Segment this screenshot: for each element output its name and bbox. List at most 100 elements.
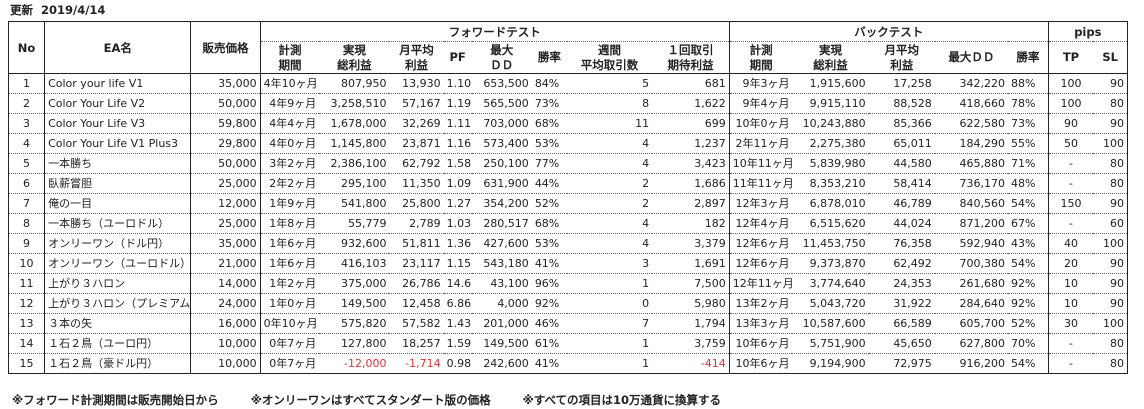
table-cell: 12,000 xyxy=(190,193,261,214)
table-cell: 1.15 xyxy=(443,253,472,274)
table-cell: 25,000 xyxy=(190,213,261,234)
table-cell: 4 xyxy=(8,133,45,154)
table-cell: 32,269 xyxy=(389,113,444,134)
table-cell: 3,759 xyxy=(652,333,730,354)
table-cell: - xyxy=(1047,213,1094,234)
table-cell: 43,100 xyxy=(471,273,532,294)
table-cell: 565,500 xyxy=(471,93,532,114)
table-cell: 1.36 xyxy=(443,233,472,254)
table-cell: 84% xyxy=(531,73,567,94)
table-cell: 12年6ヶ月 xyxy=(728,233,793,254)
table-cell: 1.58 xyxy=(443,153,472,174)
table-cell: 9 xyxy=(8,233,45,254)
table-cell: ３本の矢 xyxy=(44,313,191,334)
table-cell: 54% xyxy=(1008,253,1049,274)
table-cell: 5,043,720 xyxy=(792,293,869,314)
table-row: 15 １石２鳥（豪ドル円） 10,000 0年7ヶ月 -12,000 -1,714 0.98… xyxy=(8,353,1128,374)
table-cell: 699 xyxy=(652,113,730,134)
table-cell: オンリーワン（ドル円） xyxy=(44,233,191,254)
table-cell: 80 xyxy=(1093,153,1128,174)
table-cell: １石２鳥（豪ドル円） xyxy=(44,353,191,374)
update-label: 更新 xyxy=(10,3,33,17)
table-cell: 臥薪嘗胆 xyxy=(44,173,191,194)
header-back-col: 最大ＤＤ xyxy=(934,41,1008,74)
table-cell: 6,515,620 xyxy=(792,213,869,234)
table-cell: 9年4ヶ月 xyxy=(728,93,793,114)
table-cell: 631,900 xyxy=(471,173,532,194)
table-cell: 80 xyxy=(1093,173,1128,194)
table-cell: 295,100 xyxy=(319,173,390,194)
table-cell: 10 xyxy=(1047,273,1094,294)
table-cell: 11 xyxy=(566,113,653,134)
table-cell: 23,871 xyxy=(389,133,444,154)
table-cell: 26,786 xyxy=(389,273,444,294)
table-cell: 一本勝ち（ユーロドル） xyxy=(44,213,191,234)
table-cell: 13年3ヶ月 xyxy=(728,313,793,334)
table-cell: 41% xyxy=(531,353,567,374)
table-cell: 2,386,100 xyxy=(319,153,390,174)
table-cell: 3 xyxy=(8,113,45,134)
table-cell: 上がり３ハロン xyxy=(44,273,191,294)
table-cell: 50,000 xyxy=(190,93,261,114)
table-cell: 4 xyxy=(566,213,653,234)
table-cell: 23,117 xyxy=(389,253,444,274)
table-cell: 61% xyxy=(531,333,567,354)
table-cell: 8 xyxy=(566,93,653,114)
table-cell: 14.6 xyxy=(443,273,472,294)
table-cell: 375,000 xyxy=(319,273,390,294)
table-row: 14 １石２鳥（ユーロ円） 10,000 0年7ヶ月 127,800 18,257 1.59… xyxy=(8,333,1128,354)
table-cell: 541,800 xyxy=(319,193,390,214)
table-cell: 1 xyxy=(566,273,653,294)
table-cell: 9年3ヶ月 xyxy=(728,73,793,94)
table-cell: 8,353,210 xyxy=(792,173,869,194)
table-cell: 50 xyxy=(1047,133,1094,154)
table-cell: 2 xyxy=(8,93,45,114)
table-cell: 40 xyxy=(1047,233,1094,254)
table-cell: 51,811 xyxy=(389,233,444,254)
table-cell: 4 xyxy=(566,233,653,254)
table-cell: 55% xyxy=(1008,133,1049,154)
header-ea-name: EA名 xyxy=(44,21,191,74)
table-cell: 90 xyxy=(1093,293,1128,314)
table-cell: 100 xyxy=(1093,133,1128,154)
table-cell: 12 xyxy=(8,293,45,314)
update-date-value: 2019/4/14 xyxy=(41,3,106,17)
update-date: 更新 2019/4/14 xyxy=(10,3,105,17)
table-cell: １石２鳥（ユーロ円） xyxy=(44,333,191,354)
table-row: 13 ３本の矢 16,000 0年10ヶ月 575,820 57,582 1.43 201,0… xyxy=(8,313,1128,334)
table-cell: 44,580 xyxy=(868,153,935,174)
header-forward-col: 月平均|利益 xyxy=(389,41,444,74)
header-forward-col: １回取引|期待利益 xyxy=(652,41,730,74)
table-cell: 1,145,800 xyxy=(319,133,390,154)
footnote: ※オンリーワンはすべてスタンダート版の価格 xyxy=(250,393,491,407)
table-cell: 6 xyxy=(8,173,45,194)
table-cell: 4,000 xyxy=(471,293,532,314)
table-cell: 88,528 xyxy=(868,93,935,114)
table-cell: 71% xyxy=(1008,153,1049,174)
table-cell: 85,366 xyxy=(868,113,935,134)
table-cell: - xyxy=(1047,353,1094,374)
table-cell: 1,622 xyxy=(652,93,730,114)
table-cell: 1年6ヶ月 xyxy=(259,253,320,274)
table-cell: 80 xyxy=(1093,353,1128,374)
table-cell: 10,243,880 xyxy=(792,113,869,134)
table-cell: 10年6ヶ月 xyxy=(728,333,793,354)
table-cell: 10,000 xyxy=(190,333,261,354)
table-cell: 90 xyxy=(1093,113,1128,134)
table-cell: 15 xyxy=(8,353,45,374)
table-cell: - xyxy=(1047,173,1094,194)
table-cell: 21,000 xyxy=(190,253,261,274)
table-cell: 17,258 xyxy=(868,73,935,94)
table-cell: 465,880 xyxy=(934,153,1008,174)
table-cell: 1.27 xyxy=(443,193,472,214)
table-cell: 653,500 xyxy=(471,73,532,94)
table-cell: 807,950 xyxy=(319,73,390,94)
table-cell: 6.86 xyxy=(443,293,472,314)
table-cell: 149,500 xyxy=(319,293,390,314)
table-cell: - xyxy=(1047,153,1094,174)
table-cell: 1,794 xyxy=(652,313,730,334)
table-cell: 575,820 xyxy=(319,313,390,334)
table-cell: -1,714 xyxy=(389,353,444,374)
table-cell: 100 xyxy=(1047,93,1094,114)
table-cell: 4 xyxy=(566,153,653,174)
